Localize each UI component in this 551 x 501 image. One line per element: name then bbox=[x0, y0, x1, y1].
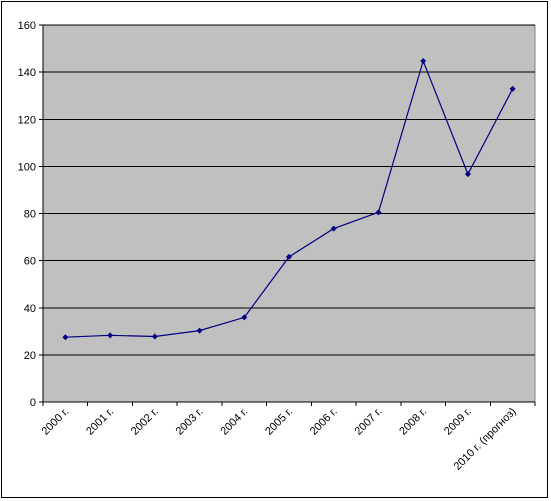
data-point-marker bbox=[509, 85, 516, 92]
x-tick-label: 2006 г. bbox=[308, 406, 340, 438]
data-point-marker bbox=[62, 334, 69, 341]
x-tick-label: 2005 г. bbox=[263, 406, 295, 438]
x-tick-label: 2003 г. bbox=[174, 406, 206, 438]
data-point-marker bbox=[286, 253, 292, 260]
y-tick-label: 120 bbox=[18, 114, 36, 126]
x-tick-label: 2000 г. bbox=[39, 406, 71, 438]
y-tick-label: 80 bbox=[24, 209, 36, 221]
data-point-marker bbox=[241, 314, 248, 321]
data-point-marker bbox=[196, 327, 203, 334]
x-tick-label: 2008 г. bbox=[397, 406, 429, 438]
y-tick-label: 0 bbox=[30, 397, 36, 409]
gridlines bbox=[43, 24, 535, 356]
x-tick-label: 2004 г. bbox=[218, 406, 250, 438]
y-tick-label: 60 bbox=[24, 256, 36, 268]
y-tick-label: 100 bbox=[18, 161, 36, 173]
y-tick-label: 140 bbox=[18, 67, 36, 79]
data-point-marker bbox=[375, 209, 382, 216]
axes bbox=[39, 24, 536, 406]
x-tick-label: 2002 г. bbox=[129, 406, 161, 438]
y-tick-label: 160 bbox=[18, 20, 36, 32]
data-point-marker bbox=[420, 58, 427, 65]
data-point-marker bbox=[464, 171, 471, 178]
data-series bbox=[62, 58, 516, 341]
x-tick-label: 2007 г. bbox=[353, 406, 385, 438]
y-tick-label: 40 bbox=[24, 303, 36, 315]
data-point-marker bbox=[107, 332, 114, 339]
data-point-marker bbox=[330, 225, 337, 232]
x-tick-label: 2001 г. bbox=[84, 406, 116, 438]
y-tick-label: 20 bbox=[24, 350, 36, 362]
x-tick-label: 2009 г. bbox=[442, 406, 474, 438]
data-point-marker bbox=[151, 333, 158, 340]
